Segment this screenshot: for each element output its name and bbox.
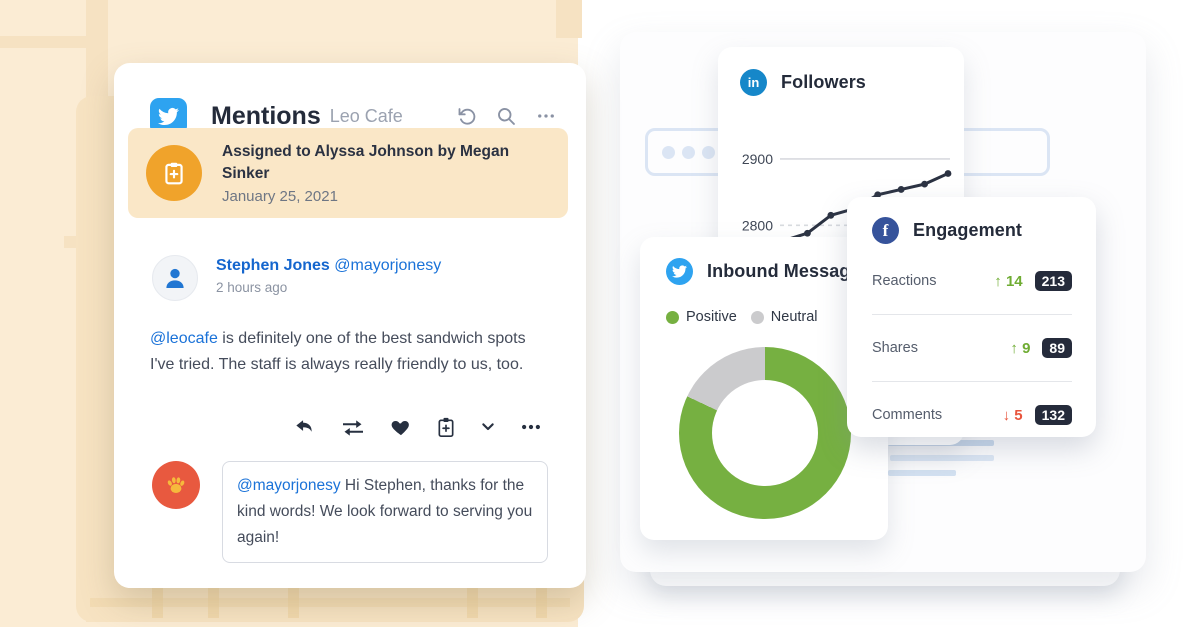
- undo-icon[interactable]: [454, 104, 478, 128]
- engagement-row-comments: Comments ↓ 5 132: [872, 393, 1072, 437]
- assigned-task-icon: [146, 145, 202, 201]
- inbound-card-title: Inbound Messages: [707, 261, 871, 281]
- reply-input[interactable]: @mayorjonesy Hi Stephen, thanks for the …: [222, 461, 548, 563]
- delta-up: ↑ 9: [1010, 339, 1031, 357]
- neutral-dot-icon: [750, 310, 764, 324]
- legend-label: Neutral: [770, 309, 818, 325]
- divider: [872, 314, 1072, 315]
- more-actions-icon[interactable]: [520, 416, 542, 438]
- assignment-text: Assigned to Alyssa Johnson by Megan Sink…: [222, 143, 510, 182]
- map-pattern-block: [556, 0, 582, 38]
- metric-label: Shares: [872, 340, 918, 356]
- arrow-up-icon: ↑: [994, 272, 1002, 290]
- tweet-timestamp: 2 hours ago: [216, 280, 288, 295]
- delta-up: ↑ 14: [994, 272, 1023, 290]
- chevron-down-icon[interactable]: [480, 419, 496, 435]
- metric-value-badge: 89: [1042, 338, 1072, 358]
- placeholder-text-bar: [888, 470, 956, 476]
- metric-label: Reactions: [872, 273, 937, 289]
- mentions-card: Mentions Leo Cafe Assigned to Alyssa Joh…: [114, 63, 586, 588]
- engagement-row-reactions: Reactions ↑ 14 213: [872, 259, 1072, 303]
- tweet-handle-link[interactable]: @mayorjonesy: [334, 257, 442, 274]
- search-icon[interactable]: [494, 104, 518, 128]
- metric-label: Comments: [872, 407, 943, 423]
- tweet-author-link[interactable]: Stephen Jones: [216, 257, 330, 274]
- tweet-body: @leocafe is definitely one of the best s…: [150, 330, 526, 373]
- engagement-card-title: Engagement: [913, 220, 1023, 240]
- tweet-action-bar: [293, 415, 542, 438]
- metric-value-badge: 213: [1034, 271, 1072, 291]
- svg-text:2900: 2900: [742, 151, 773, 167]
- map-pattern-block: [0, 36, 86, 48]
- page-title: Mentions: [211, 101, 321, 130]
- legend-label: Positive: [686, 309, 737, 325]
- divider: [872, 381, 1072, 382]
- positive-dot-icon: [666, 310, 679, 324]
- mention-link[interactable]: @mayorjonesy: [237, 477, 341, 494]
- engagement-row-shares: Shares ↑ 9 89: [872, 326, 1072, 370]
- placeholder-text-bar: [890, 455, 994, 461]
- sentiment-legend: Positive Neutral: [666, 309, 818, 325]
- assignment-banner[interactable]: Assigned to Alyssa Johnson by Megan Sink…: [128, 128, 568, 218]
- arrow-up-icon: ↑: [1010, 339, 1018, 357]
- followers-card-title: Followers: [781, 72, 866, 92]
- add-task-icon[interactable]: [436, 416, 456, 438]
- legend-item-neutral: Neutral: [750, 309, 818, 325]
- metric-value-badge: 132: [1034, 405, 1072, 425]
- mention-link[interactable]: @leocafe: [150, 330, 218, 347]
- facebook-icon: f: [872, 217, 899, 244]
- legend-item-positive: Positive: [666, 309, 737, 325]
- reply-icon[interactable]: [293, 415, 316, 438]
- brand-paw-avatar: [152, 461, 200, 509]
- browser-dot: [702, 145, 715, 159]
- sentiment-donut-chart: [679, 347, 851, 519]
- retweet-icon[interactable]: [340, 416, 366, 438]
- map-pattern-band: [90, 598, 570, 607]
- browser-dot: [682, 145, 695, 159]
- inbound-messages-card: Inbound Messages Positive Neutral: [640, 237, 888, 540]
- linkedin-icon: in: [740, 69, 767, 96]
- like-heart-icon[interactable]: [390, 416, 412, 438]
- twitter-icon: [666, 258, 693, 285]
- browser-dot: [662, 145, 675, 159]
- more-icon[interactable]: [534, 104, 558, 128]
- arrow-down-icon: ↓: [1002, 406, 1011, 424]
- avatar: [152, 255, 198, 301]
- delta-down: ↓ 5: [1002, 406, 1023, 424]
- engagement-card: f Engagement Reactions ↑ 14 213 Shares ↑…: [847, 197, 1096, 437]
- svg-text:2800: 2800: [742, 217, 773, 233]
- assignment-date: January 25, 2021: [222, 188, 338, 205]
- account-name: Leo Cafe: [329, 105, 403, 126]
